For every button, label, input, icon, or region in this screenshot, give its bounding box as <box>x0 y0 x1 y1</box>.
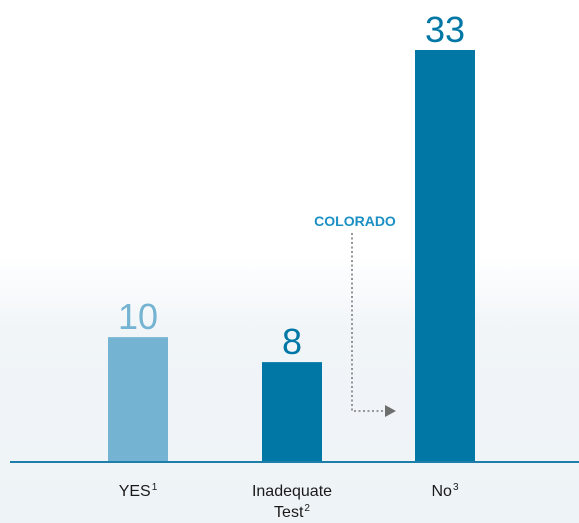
bar-no <box>415 50 475 462</box>
value-labels-group: 10 8 33 <box>118 9 465 362</box>
bar-yes <box>108 337 168 462</box>
category-label-inadequate-test-line-1: Inadequate <box>252 483 332 500</box>
bar-inadequate-test <box>262 362 322 462</box>
category-label-yes: YES1 <box>119 482 158 500</box>
bars-group <box>108 50 475 462</box>
annotation-label: COLORADO <box>314 213 396 229</box>
annotation-arrow-head <box>385 405 396 417</box>
category-label-inadequate-test-line-2: Test2 <box>274 503 310 521</box>
category-label-no: No3 <box>431 482 458 500</box>
colorado-annotation: COLORADO <box>314 213 396 417</box>
category-labels-group: YES1 Inadequate Test2 No3 <box>119 482 459 521</box>
value-label-no: 33 <box>425 9 465 50</box>
value-label-inadequate-test: 8 <box>282 321 302 362</box>
annotation-arrow-line <box>351 233 385 412</box>
value-label-yes: 10 <box>118 296 158 337</box>
